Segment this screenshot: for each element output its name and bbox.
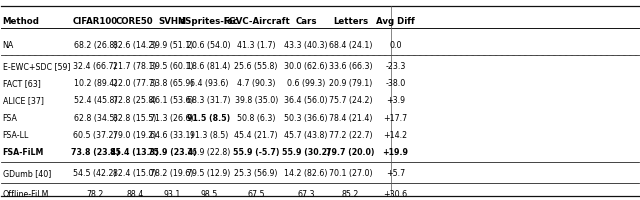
Text: 22.0 (77.7): 22.0 (77.7): [113, 79, 157, 88]
Text: 98.5: 98.5: [200, 189, 218, 198]
Text: 77.2 (22.7): 77.2 (22.7): [329, 130, 372, 139]
Text: 41.3 (1.7): 41.3 (1.7): [237, 41, 275, 50]
Text: 36.4 (56.0): 36.4 (56.0): [284, 96, 328, 105]
Text: 21.7 (78.1): 21.7 (78.1): [113, 62, 157, 71]
Text: 82.4 (15.0): 82.4 (15.0): [113, 168, 157, 177]
Text: ALICE [37]: ALICE [37]: [3, 96, 44, 105]
Text: 78.2 (19.6): 78.2 (19.6): [150, 168, 193, 177]
Text: 75.9 (23.4): 75.9 (23.4): [148, 148, 196, 157]
Text: 85.4 (13.3): 85.4 (13.3): [111, 148, 159, 157]
Text: 10.2 (89.4): 10.2 (89.4): [74, 79, 117, 88]
Text: Avg Diff: Avg Diff: [376, 17, 415, 26]
Text: 68.4 (24.1): 68.4 (24.1): [329, 41, 372, 50]
Text: 25.3 (56.9): 25.3 (56.9): [234, 168, 278, 177]
Text: 70.1 (27.0): 70.1 (27.0): [329, 168, 372, 177]
Text: 33.6 (66.3): 33.6 (66.3): [329, 62, 372, 71]
Text: 39.9 (51.1): 39.9 (51.1): [150, 41, 193, 50]
Text: 79.7 (20.0): 79.7 (20.0): [326, 148, 375, 157]
Text: Method: Method: [3, 17, 40, 26]
Text: dSprites-loc: dSprites-loc: [179, 17, 238, 26]
Text: 67.3: 67.3: [297, 189, 315, 198]
Text: 39.8 (35.0): 39.8 (35.0): [234, 96, 278, 105]
Text: FACT [63]: FACT [63]: [3, 79, 40, 88]
Text: 20.6 (54.0): 20.6 (54.0): [187, 41, 230, 50]
Text: 88.4: 88.4: [126, 189, 143, 198]
Text: 30.0 (62.6): 30.0 (62.6): [284, 62, 328, 71]
Text: Cars: Cars: [295, 17, 317, 26]
Text: 20.9 (79.1): 20.9 (79.1): [329, 79, 372, 88]
Text: 78.4 (21.4): 78.4 (21.4): [329, 113, 372, 122]
Text: FGVC-Aircraft: FGVC-Aircraft: [223, 17, 289, 26]
Text: GDumb [40]: GDumb [40]: [3, 168, 51, 177]
Text: 79.5 (12.9): 79.5 (12.9): [188, 168, 230, 177]
Text: 32.4 (66.7): 32.4 (66.7): [74, 62, 117, 71]
Text: 85.2: 85.2: [342, 189, 359, 198]
Text: +14.2: +14.2: [383, 130, 408, 139]
Text: E-EWC+SDC [59]: E-EWC+SDC [59]: [3, 62, 70, 71]
Text: 18.6 (81.4): 18.6 (81.4): [188, 62, 230, 71]
Text: Offline-FiLM: Offline-FiLM: [3, 189, 49, 198]
Text: CIFAR100: CIFAR100: [73, 17, 118, 26]
Text: 25.6 (55.8): 25.6 (55.8): [234, 62, 278, 71]
Text: +19.9: +19.9: [382, 148, 408, 157]
Text: 4.7 (90.3): 4.7 (90.3): [237, 79, 275, 88]
Text: 73.8 (23.4): 73.8 (23.4): [71, 148, 120, 157]
Text: 76.9 (22.8): 76.9 (22.8): [188, 148, 230, 157]
Text: 50.3 (36.6): 50.3 (36.6): [284, 113, 328, 122]
Text: 45.7 (43.8): 45.7 (43.8): [284, 130, 328, 139]
Text: 62.8 (34.5): 62.8 (34.5): [74, 113, 117, 122]
Text: 91.3 (8.5): 91.3 (8.5): [189, 130, 228, 139]
Text: 50.8 (6.3): 50.8 (6.3): [237, 113, 275, 122]
Text: 46.1 (53.6): 46.1 (53.6): [150, 96, 193, 105]
Text: 45.4 (21.7): 45.4 (21.7): [234, 130, 278, 139]
Text: 0.6 (99.3): 0.6 (99.3): [287, 79, 325, 88]
Text: SVHN: SVHN: [158, 17, 186, 26]
Text: 72.8 (25.8): 72.8 (25.8): [113, 96, 156, 105]
Text: +3.9: +3.9: [386, 96, 405, 105]
Text: 14.2 (82.6): 14.2 (82.6): [284, 168, 328, 177]
Text: 71.3 (26.6): 71.3 (26.6): [150, 113, 193, 122]
Text: 6.4 (93.6): 6.4 (93.6): [189, 79, 228, 88]
Text: +30.6: +30.6: [383, 189, 408, 198]
Text: 82.8 (15.5): 82.8 (15.5): [113, 113, 156, 122]
Text: 93.1: 93.1: [163, 189, 180, 198]
Text: 33.8 (65.9): 33.8 (65.9): [150, 79, 193, 88]
Text: 55.9 (-5.7): 55.9 (-5.7): [233, 148, 279, 157]
Text: 55.9 (30.2): 55.9 (30.2): [282, 148, 330, 157]
Text: Letters: Letters: [333, 17, 368, 26]
Text: 43.3 (40.3): 43.3 (40.3): [284, 41, 328, 50]
Text: 54.5 (42.2): 54.5 (42.2): [74, 168, 117, 177]
Text: 82.6 (14.2): 82.6 (14.2): [113, 41, 157, 50]
Text: 79.0 (19.2): 79.0 (19.2): [113, 130, 156, 139]
Text: 0.0: 0.0: [389, 41, 402, 50]
Text: FSA-LL: FSA-LL: [3, 130, 29, 139]
Text: +17.7: +17.7: [383, 113, 408, 122]
Text: 52.4 (45.8): 52.4 (45.8): [74, 96, 117, 105]
Text: NA: NA: [3, 41, 14, 50]
Text: -23.3: -23.3: [385, 62, 406, 71]
Text: CORE50: CORE50: [116, 17, 154, 26]
Text: -38.0: -38.0: [385, 79, 406, 88]
Text: FSA-FiLM: FSA-FiLM: [3, 148, 44, 157]
Text: 78.2: 78.2: [86, 189, 104, 198]
Text: 39.5 (60.1): 39.5 (60.1): [150, 62, 193, 71]
Text: 64.6 (33.1): 64.6 (33.1): [150, 130, 193, 139]
Text: 68.2 (26.8): 68.2 (26.8): [74, 41, 117, 50]
Text: 60.5 (37.2): 60.5 (37.2): [74, 130, 117, 139]
Text: 91.5 (8.5): 91.5 (8.5): [188, 113, 230, 122]
Text: 67.5: 67.5: [248, 189, 265, 198]
Text: FSA: FSA: [3, 113, 17, 122]
Text: +5.7: +5.7: [386, 168, 405, 177]
Text: 68.3 (31.7): 68.3 (31.7): [187, 96, 230, 105]
Text: 75.7 (24.2): 75.7 (24.2): [329, 96, 372, 105]
